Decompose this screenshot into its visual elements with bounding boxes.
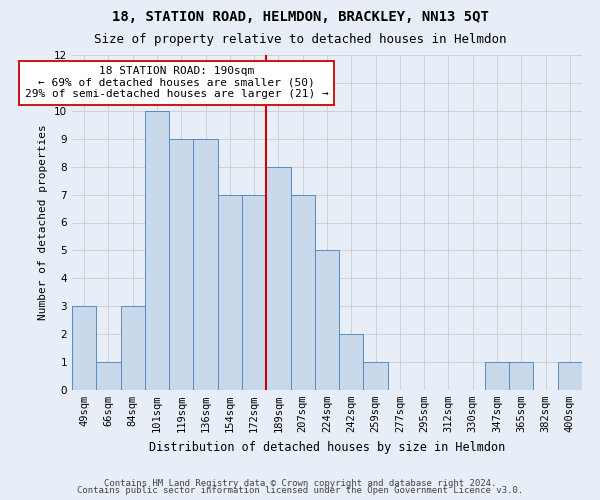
Bar bbox=[193, 139, 218, 390]
Bar bbox=[315, 250, 339, 390]
Text: 18 STATION ROAD: 190sqm
← 69% of detached houses are smaller (50)
29% of semi-de: 18 STATION ROAD: 190sqm ← 69% of detache… bbox=[25, 66, 328, 100]
Text: Contains public sector information licensed under the Open Government Licence v3: Contains public sector information licen… bbox=[77, 486, 523, 495]
Bar bbox=[364, 362, 388, 390]
Text: Size of property relative to detached houses in Helmdon: Size of property relative to detached ho… bbox=[94, 32, 506, 46]
Bar bbox=[72, 306, 96, 390]
Bar bbox=[242, 194, 266, 390]
Bar bbox=[558, 362, 582, 390]
Bar bbox=[485, 362, 509, 390]
X-axis label: Distribution of detached houses by size in Helmdon: Distribution of detached houses by size … bbox=[149, 440, 505, 454]
Bar bbox=[509, 362, 533, 390]
Y-axis label: Number of detached properties: Number of detached properties bbox=[38, 124, 49, 320]
Bar bbox=[121, 306, 145, 390]
Bar bbox=[266, 166, 290, 390]
Text: Contains HM Land Registry data © Crown copyright and database right 2024.: Contains HM Land Registry data © Crown c… bbox=[104, 478, 496, 488]
Bar bbox=[169, 139, 193, 390]
Bar bbox=[96, 362, 121, 390]
Bar bbox=[145, 111, 169, 390]
Text: 18, STATION ROAD, HELMDON, BRACKLEY, NN13 5QT: 18, STATION ROAD, HELMDON, BRACKLEY, NN1… bbox=[112, 10, 488, 24]
Bar bbox=[339, 334, 364, 390]
Bar bbox=[290, 194, 315, 390]
Bar bbox=[218, 194, 242, 390]
